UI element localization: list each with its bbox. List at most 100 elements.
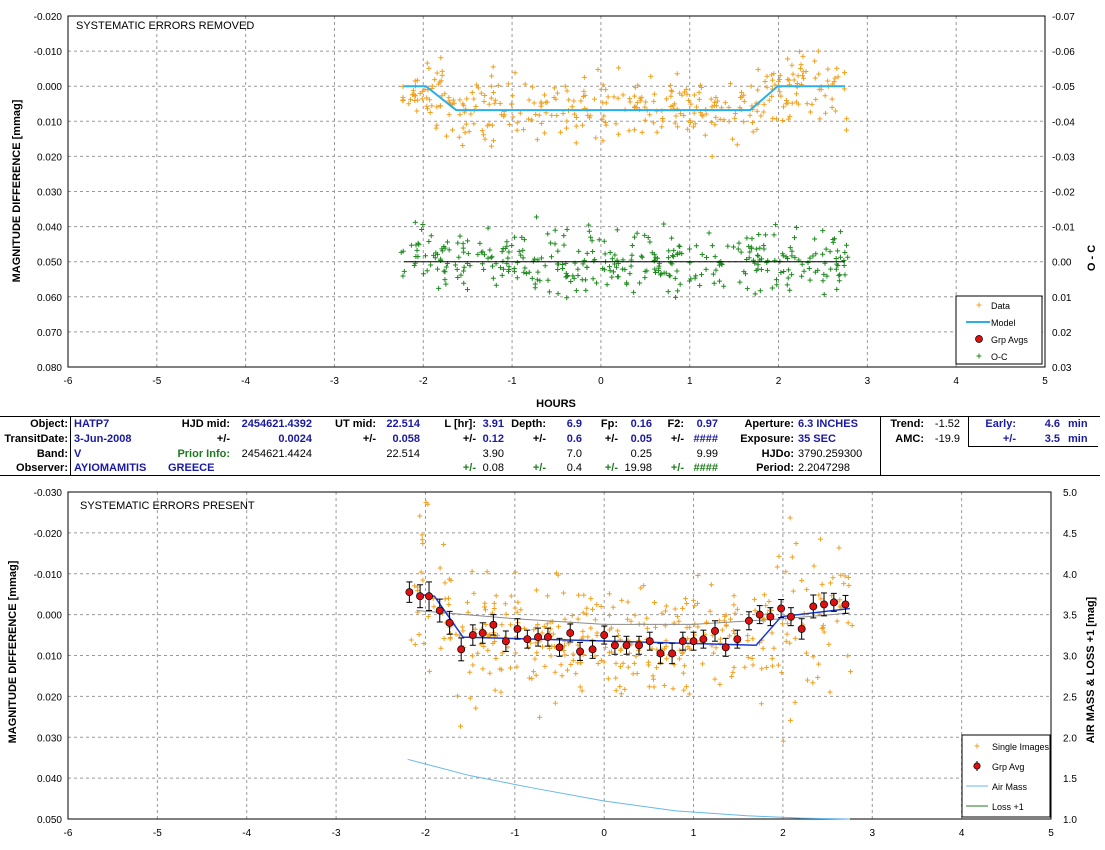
prior-l-value: 3.90	[482, 448, 504, 460]
bottom-single-image-point	[845, 653, 851, 659]
bottom-single-image-point	[601, 659, 607, 665]
top-oc-point	[452, 262, 458, 268]
bottom-single-image-point	[508, 593, 514, 599]
top-y-tick-label: 0.060	[37, 293, 62, 304]
bottom-single-image-point	[613, 660, 619, 666]
bottom-single-image-point	[584, 611, 590, 617]
top-oc-point	[490, 263, 496, 269]
top-model-line	[403, 85, 846, 112]
top-data-point	[616, 65, 622, 71]
bottom-y-tick-label: 0.000	[37, 611, 62, 622]
bottom-single-image-point	[619, 597, 625, 603]
bottom-single-image-point	[487, 670, 493, 676]
bottom-single-image-point	[718, 636, 724, 642]
top-oc-point	[458, 272, 464, 278]
top-data-point	[785, 56, 791, 62]
bottom-single-image-point	[717, 681, 723, 687]
bottom-single-image-point	[558, 662, 564, 668]
top-data-point	[460, 143, 466, 149]
top-oc-point	[622, 267, 628, 273]
bottom-grp-avg-point	[566, 629, 575, 637]
top-oc-point	[424, 268, 430, 274]
top-oc-point	[806, 266, 812, 272]
top-data-point	[586, 115, 592, 121]
bottom-single-image-point	[761, 592, 767, 598]
top-data-point	[549, 112, 555, 118]
top-data-point	[554, 90, 560, 96]
top-data-point	[538, 103, 544, 109]
top-data-point	[789, 62, 795, 68]
top-oc-point	[781, 268, 787, 274]
bottom-grp-avg-point	[635, 641, 643, 650]
top-data-point	[446, 98, 452, 104]
top-oc-point	[588, 234, 594, 240]
top-y2-tick-label: 0.00	[1052, 258, 1072, 269]
top-data-point	[769, 93, 775, 99]
bottom-single-image-point	[664, 656, 670, 662]
l-err-value: 0.12	[482, 433, 504, 445]
top-data-point	[660, 118, 666, 124]
bottom-single-image-point	[589, 606, 595, 612]
top-oc-point	[699, 251, 705, 257]
top-data-point	[769, 77, 775, 83]
top-oc-point	[665, 289, 671, 295]
bottom-single-image-point	[727, 633, 733, 639]
bottom-single-image-point	[512, 569, 518, 575]
bottom-single-image-point	[663, 643, 669, 649]
bottom-single-image-point	[471, 590, 477, 596]
bottom-single-image-point	[542, 663, 548, 669]
top-oc-point	[594, 280, 600, 286]
bottom-single-image-point	[499, 622, 505, 628]
top-oc-point	[478, 249, 484, 255]
top-oc-point	[843, 242, 849, 248]
top-data-point	[434, 70, 440, 76]
top-data-point	[713, 114, 719, 120]
bottom-single-image-point	[568, 661, 574, 667]
bottom-single-image-point	[541, 623, 547, 629]
top-data-point	[536, 112, 542, 118]
top-data-point	[615, 95, 621, 101]
bottom-grp-avg-point	[766, 612, 775, 621]
prior-ut-value: 22.514	[386, 448, 420, 460]
top-grid	[68, 16, 1045, 367]
top-oc-point	[514, 275, 520, 281]
bottom-single-image-point	[842, 573, 848, 579]
top-x-tick-label: -6	[64, 376, 73, 387]
bottom-single-image-point	[581, 592, 587, 598]
bottom-single-image-point	[766, 599, 772, 605]
top-data-point	[573, 140, 579, 146]
top-oc-point	[666, 248, 672, 254]
bottom-single-image-point	[492, 687, 498, 693]
bottom-single-image-point	[732, 610, 738, 616]
top-oc-point	[561, 233, 567, 239]
top-data-point	[642, 104, 648, 110]
bottom-single-image-point	[745, 637, 751, 643]
top-oc-point	[780, 253, 786, 259]
top-oc-point	[545, 231, 551, 237]
top-y2-tick-label: 0.03	[1052, 363, 1072, 374]
top-data-point	[420, 88, 426, 94]
top-oc-point	[564, 295, 570, 301]
top-oc-point	[736, 240, 742, 246]
top-oc-point	[444, 239, 450, 245]
ut-err-pm: +/-	[362, 433, 376, 445]
top-oc-point	[521, 237, 527, 243]
top-oc-point	[719, 261, 725, 267]
prior-fp-value: 0.25	[630, 448, 652, 460]
bottom-single-image-point	[580, 634, 586, 640]
top-data-point	[424, 95, 430, 101]
top-oc-point	[716, 260, 722, 266]
bottom-y-tick-label: -0.010	[34, 570, 63, 581]
bottom-y2-axis-title: AIR MASS & LOSS +1 [mag]	[1085, 596, 1097, 743]
top-legend: Data Model Grp Avgs O-C	[955, 295, 1043, 365]
bottom-grp-avg-point	[809, 602, 818, 611]
bottom-single-image-point	[491, 600, 497, 606]
top-legend-marker-grp	[975, 335, 983, 343]
top-oc-point	[709, 243, 715, 249]
top-oc-point	[552, 227, 558, 233]
top-oc-point	[642, 232, 648, 238]
bottom-single-image-point	[417, 513, 423, 519]
top-x-tick-label: -4	[241, 376, 250, 387]
bottom-single-image-point	[548, 626, 554, 632]
bottom-single-image-point	[654, 665, 660, 671]
